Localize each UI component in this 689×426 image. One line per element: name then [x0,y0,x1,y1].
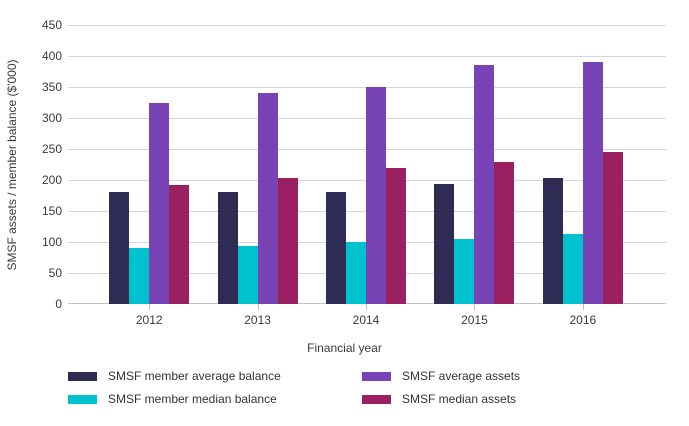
bar-2016-smsf-median-assets [602,152,623,304]
y-tick-label-50: 50 [48,266,62,280]
bar-2015-smsf-median-assets [494,162,515,304]
bar-group-2013 [203,25,311,310]
x-axis-tick-labels: 2012 2013 2014 2015 2016 [95,313,637,327]
legend-swatch-median-assets [362,394,391,404]
y-tick-label-300: 300 [41,111,62,125]
legend-swatch-member-median-balance [68,394,97,404]
y-axis-tick-labels: 0 50 100 150 200 250 300 350 400 450 [17,18,62,311]
bar-2013-smsf-member-average-balance [217,191,238,304]
x-tick-mark-2012 [149,304,151,310]
bar-2016-smsf-member-median-balance [562,233,583,304]
chart-legend: SMSF member average balance SMSF average… [68,369,520,406]
x-tick-mark-2015 [474,304,476,310]
legend-swatch-member-average-balance [68,371,97,381]
y-tick-label-400: 400 [41,49,62,63]
y-tick-label-450: 450 [41,18,62,32]
legend-item-median-assets: SMSF median assets [362,392,520,406]
y-tick-label-150: 150 [41,204,62,218]
legend-item-average-assets: SMSF average assets [362,369,520,383]
bar-2013-smsf-average-assets [257,93,278,304]
bar-2013-smsf-median-assets [277,177,298,304]
bar-2016-smsf-member-average-balance [542,177,563,304]
y-tick-label-350: 350 [41,80,62,94]
bar-2015-smsf-member-median-balance [454,238,475,304]
legend-label-member-average-balance: SMSF member average balance [108,369,281,383]
bar-2014-smsf-average-assets [366,87,387,304]
legend-label-median-assets: SMSF median assets [402,392,517,406]
x-axis-title: Financial year [307,341,382,355]
bar-2014-smsf-member-median-balance [346,242,367,304]
bar-group-2012 [95,25,203,310]
x-tick-mark-2014 [366,304,368,310]
legend-label-average-assets: SMSF average assets [402,369,521,383]
bar-2014-smsf-median-assets [386,168,407,304]
gridline-450 [68,25,666,26]
x-tick-label-2016: 2016 [569,313,597,327]
legend-label-member-median-balance: SMSF member median balance [108,392,277,406]
plot-bars [95,25,637,310]
bar-2015-smsf-average-assets [474,65,495,304]
y-tick-label-250: 250 [41,142,62,156]
bar-group-2015 [420,25,528,310]
legend-item-member-median-balance: SMSF member median balance [68,392,362,406]
gridline-400 [68,56,666,57]
bar-2015-smsf-member-average-balance [434,183,455,304]
bar-2016-smsf-average-assets [582,62,603,304]
legend-swatch-average-assets [362,371,391,381]
bar-2014-smsf-member-average-balance [326,192,347,304]
bar-group-2016 [529,25,637,310]
x-tick-label-2013: 2013 [244,313,271,327]
bar-2013-smsf-member-median-balance [237,245,258,304]
x-tick-label-2015: 2015 [461,313,488,327]
y-tick-label-0: 0 [55,297,62,311]
x-tick-mark-2016 [582,304,584,310]
bar-group-2014 [312,25,420,310]
x-tick-label-2014: 2014 [352,313,380,327]
y-tick-label-100: 100 [41,235,62,249]
bar-2012-smsf-average-assets [149,102,170,304]
y-tick-label-200: 200 [41,173,62,187]
bar-2012-smsf-member-median-balance [129,247,150,304]
x-tick-mark-2013 [257,304,259,310]
bar-2012-smsf-median-assets [169,184,190,304]
legend-item-member-average-balance: SMSF member average balance [68,369,362,383]
bar-2012-smsf-member-average-balance [109,191,130,304]
x-tick-label-2012: 2012 [135,313,163,327]
